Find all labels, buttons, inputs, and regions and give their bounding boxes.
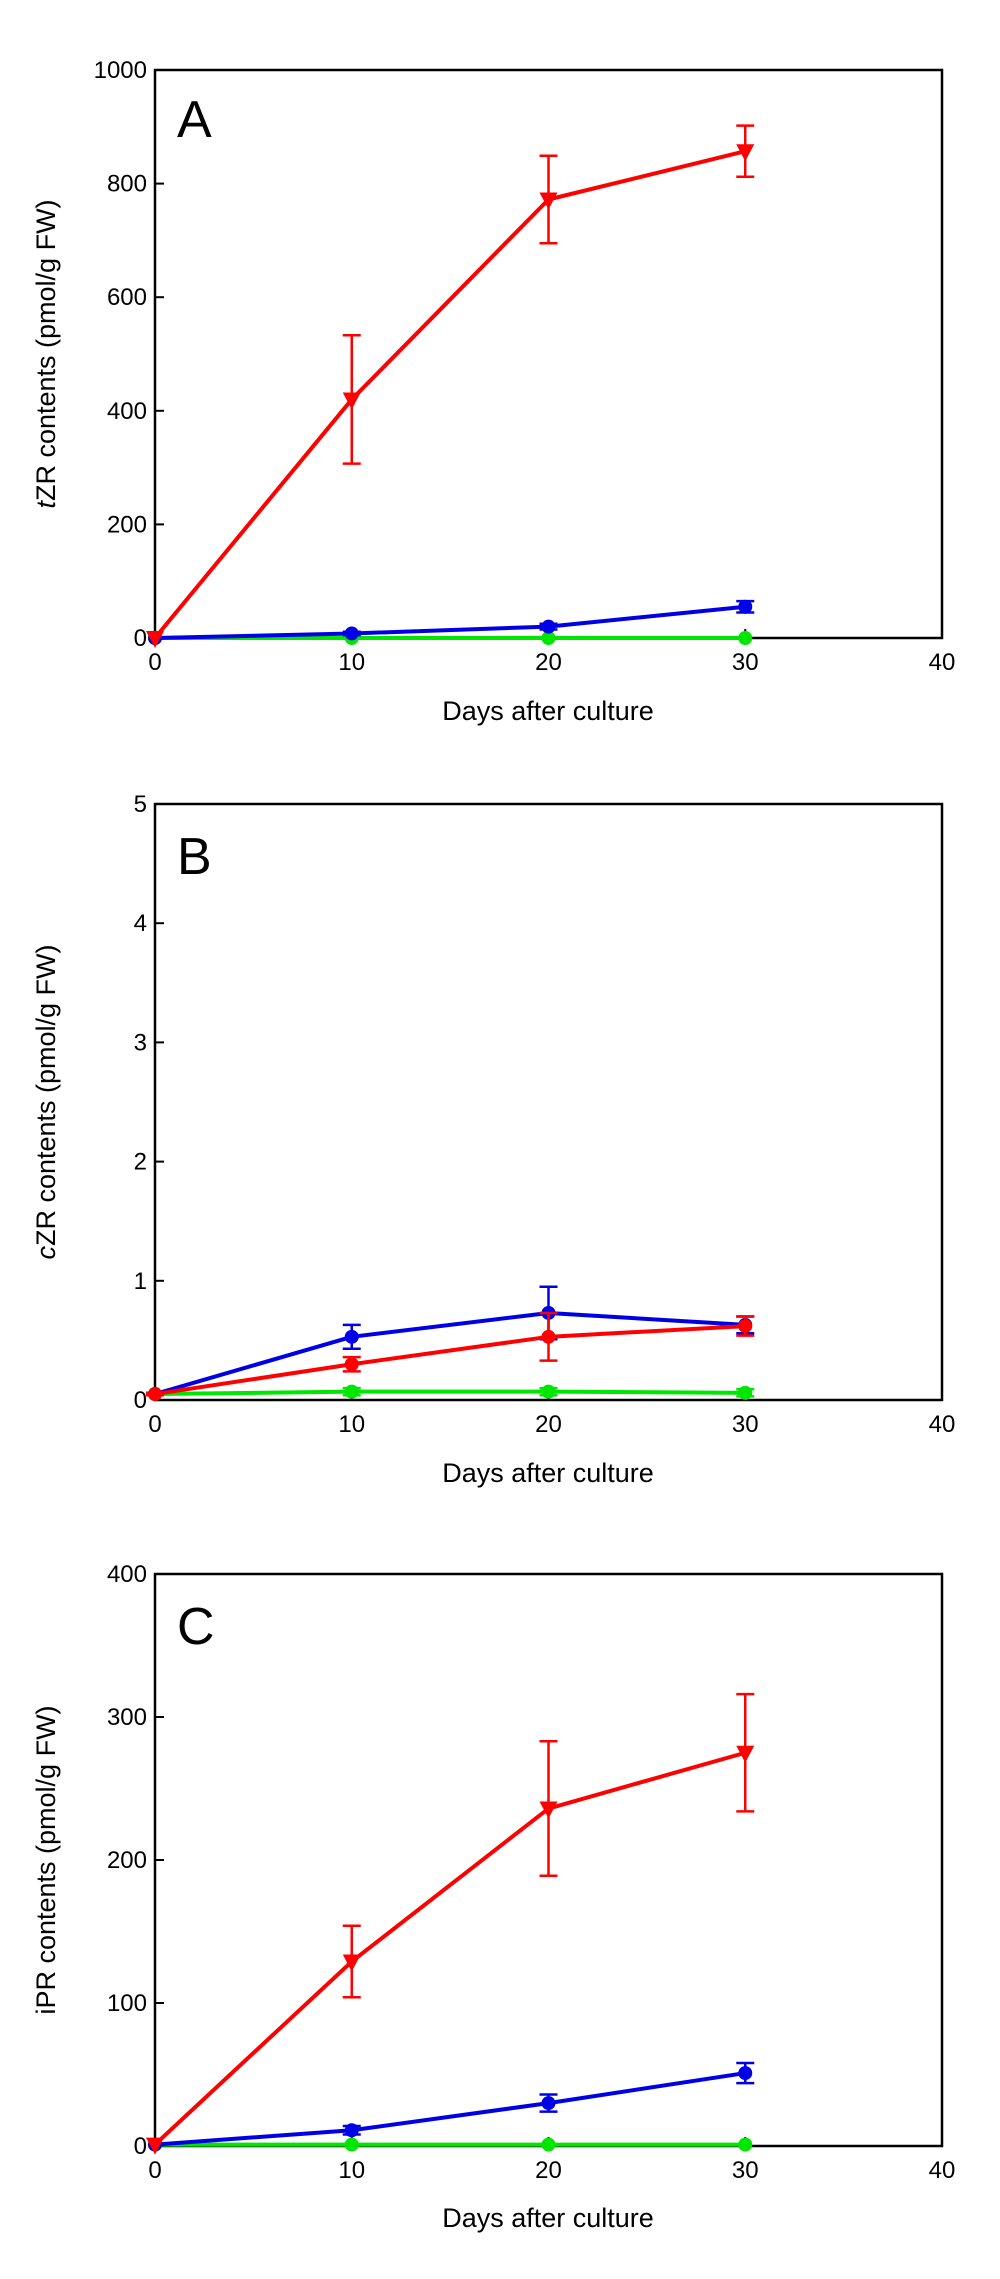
series-line-blue: [154, 2071, 746, 2147]
y-tick-label: 3: [134, 1029, 147, 1056]
series-line-red: [153, 149, 746, 640]
data-layer: [146, 1285, 755, 1402]
data-point: [541, 1384, 556, 1399]
y-tick-label: 200: [107, 511, 147, 538]
x-axis-label: Days after culture: [442, 696, 654, 726]
data-point: [344, 1384, 359, 1399]
x-tick-label: 0: [148, 649, 161, 676]
x-tick-label: 30: [732, 649, 759, 676]
series-red: [146, 1692, 755, 2155]
x-tick-label: 10: [338, 2157, 365, 2184]
series-green: [146, 1384, 755, 1402]
y-tick-label: 400: [107, 1561, 147, 1588]
series-line-red: [153, 1750, 746, 2147]
data-point: [738, 2066, 753, 2081]
x-tick-label: 40: [929, 2157, 956, 2184]
y-tick-label: 0: [134, 625, 147, 652]
data-point: [736, 1745, 755, 1763]
y-tick-label: 400: [107, 398, 147, 425]
y-tick-label: 300: [107, 1704, 147, 1731]
data-point: [344, 2137, 359, 2152]
data-point: [148, 1387, 162, 1402]
data-layer: [146, 124, 755, 648]
x-tick-label: 20: [535, 1411, 562, 1438]
data-point: [738, 2137, 753, 2152]
panel-letter: C: [177, 1598, 215, 1656]
data-point: [539, 192, 558, 210]
x-tick-label: 30: [732, 1411, 759, 1438]
x-axis-label: Days after culture: [442, 1458, 654, 1488]
data-point: [541, 2096, 556, 2111]
data-point: [344, 1357, 359, 1372]
data-point: [146, 631, 164, 648]
y-tick-label: 2: [134, 1149, 147, 1176]
x-tick-label: 40: [929, 649, 956, 676]
data-point: [146, 2137, 164, 2155]
x-tick-label: 0: [148, 2157, 161, 2184]
data-point: [344, 626, 359, 641]
series-line-red: [154, 1324, 746, 1397]
data-point: [738, 1319, 753, 1334]
y-tick-label: 1000: [94, 57, 147, 84]
series-line-blue: [154, 604, 746, 640]
data-point: [342, 392, 361, 410]
x-tick-label: 30: [732, 2157, 759, 2184]
data-point: [738, 631, 753, 645]
y-tick-label: 4: [134, 910, 147, 937]
y-axis-label: cZR contents (pmol/g FW): [31, 944, 61, 1259]
x-tick-label: 20: [535, 2157, 562, 2184]
y-tick-label: 100: [107, 1990, 147, 2017]
series-red: [146, 124, 755, 648]
x-tick-label: 10: [338, 649, 365, 676]
y-tick-label: 0: [134, 2133, 147, 2160]
data-point: [344, 2123, 359, 2138]
data-point: [738, 599, 753, 614]
x-axis-label: Days after culture: [442, 2203, 654, 2233]
data-point: [344, 1329, 359, 1344]
y-tick-label: 5: [134, 791, 147, 818]
data-point: [541, 2137, 556, 2152]
series-blue: [148, 2061, 755, 2152]
x-tick-label: 0: [148, 1411, 161, 1438]
data-point: [342, 1954, 361, 1972]
panel-letter: B: [177, 828, 212, 886]
data-point: [539, 1801, 558, 1819]
y-tick-label: 200: [107, 1847, 147, 1874]
y-axis-label: iPR contents (pmol/g FW): [31, 1705, 61, 2014]
data-layer: [146, 1692, 755, 2155]
panel-letter: A: [177, 91, 212, 149]
data-point: [541, 1329, 556, 1344]
data-point: [541, 619, 556, 634]
ticks: 0 10 20 30 40 0 1 2 3 4 5: [134, 791, 956, 1438]
series-line-green: [154, 1389, 746, 1397]
series-red: [146, 1311, 755, 1402]
y-axis-label: tZR contents (pmol/g FW): [31, 199, 61, 508]
y-tick-label: 1: [134, 1268, 147, 1295]
x-tick-label: 40: [929, 1411, 956, 1438]
data-point: [736, 144, 755, 162]
series-line-blue: [154, 1310, 746, 1396]
series-blue: [146, 1285, 755, 1402]
panel-c: C Days after culture iPR contents (pmol/…: [31, 1561, 955, 2233]
x-tick-label: 10: [338, 1411, 365, 1438]
data-point: [541, 631, 556, 645]
data-point: [738, 1385, 753, 1400]
panel-a: A Days after culture tZR contents (pmol/…: [31, 57, 955, 726]
panel-b: B Days after culture cZR contents (pmol/…: [31, 791, 955, 1488]
y-tick-label: 0: [134, 1387, 147, 1414]
y-tick-label: 600: [107, 284, 147, 311]
x-tick-label: 20: [535, 649, 562, 676]
y-tick-label: 800: [107, 171, 147, 198]
